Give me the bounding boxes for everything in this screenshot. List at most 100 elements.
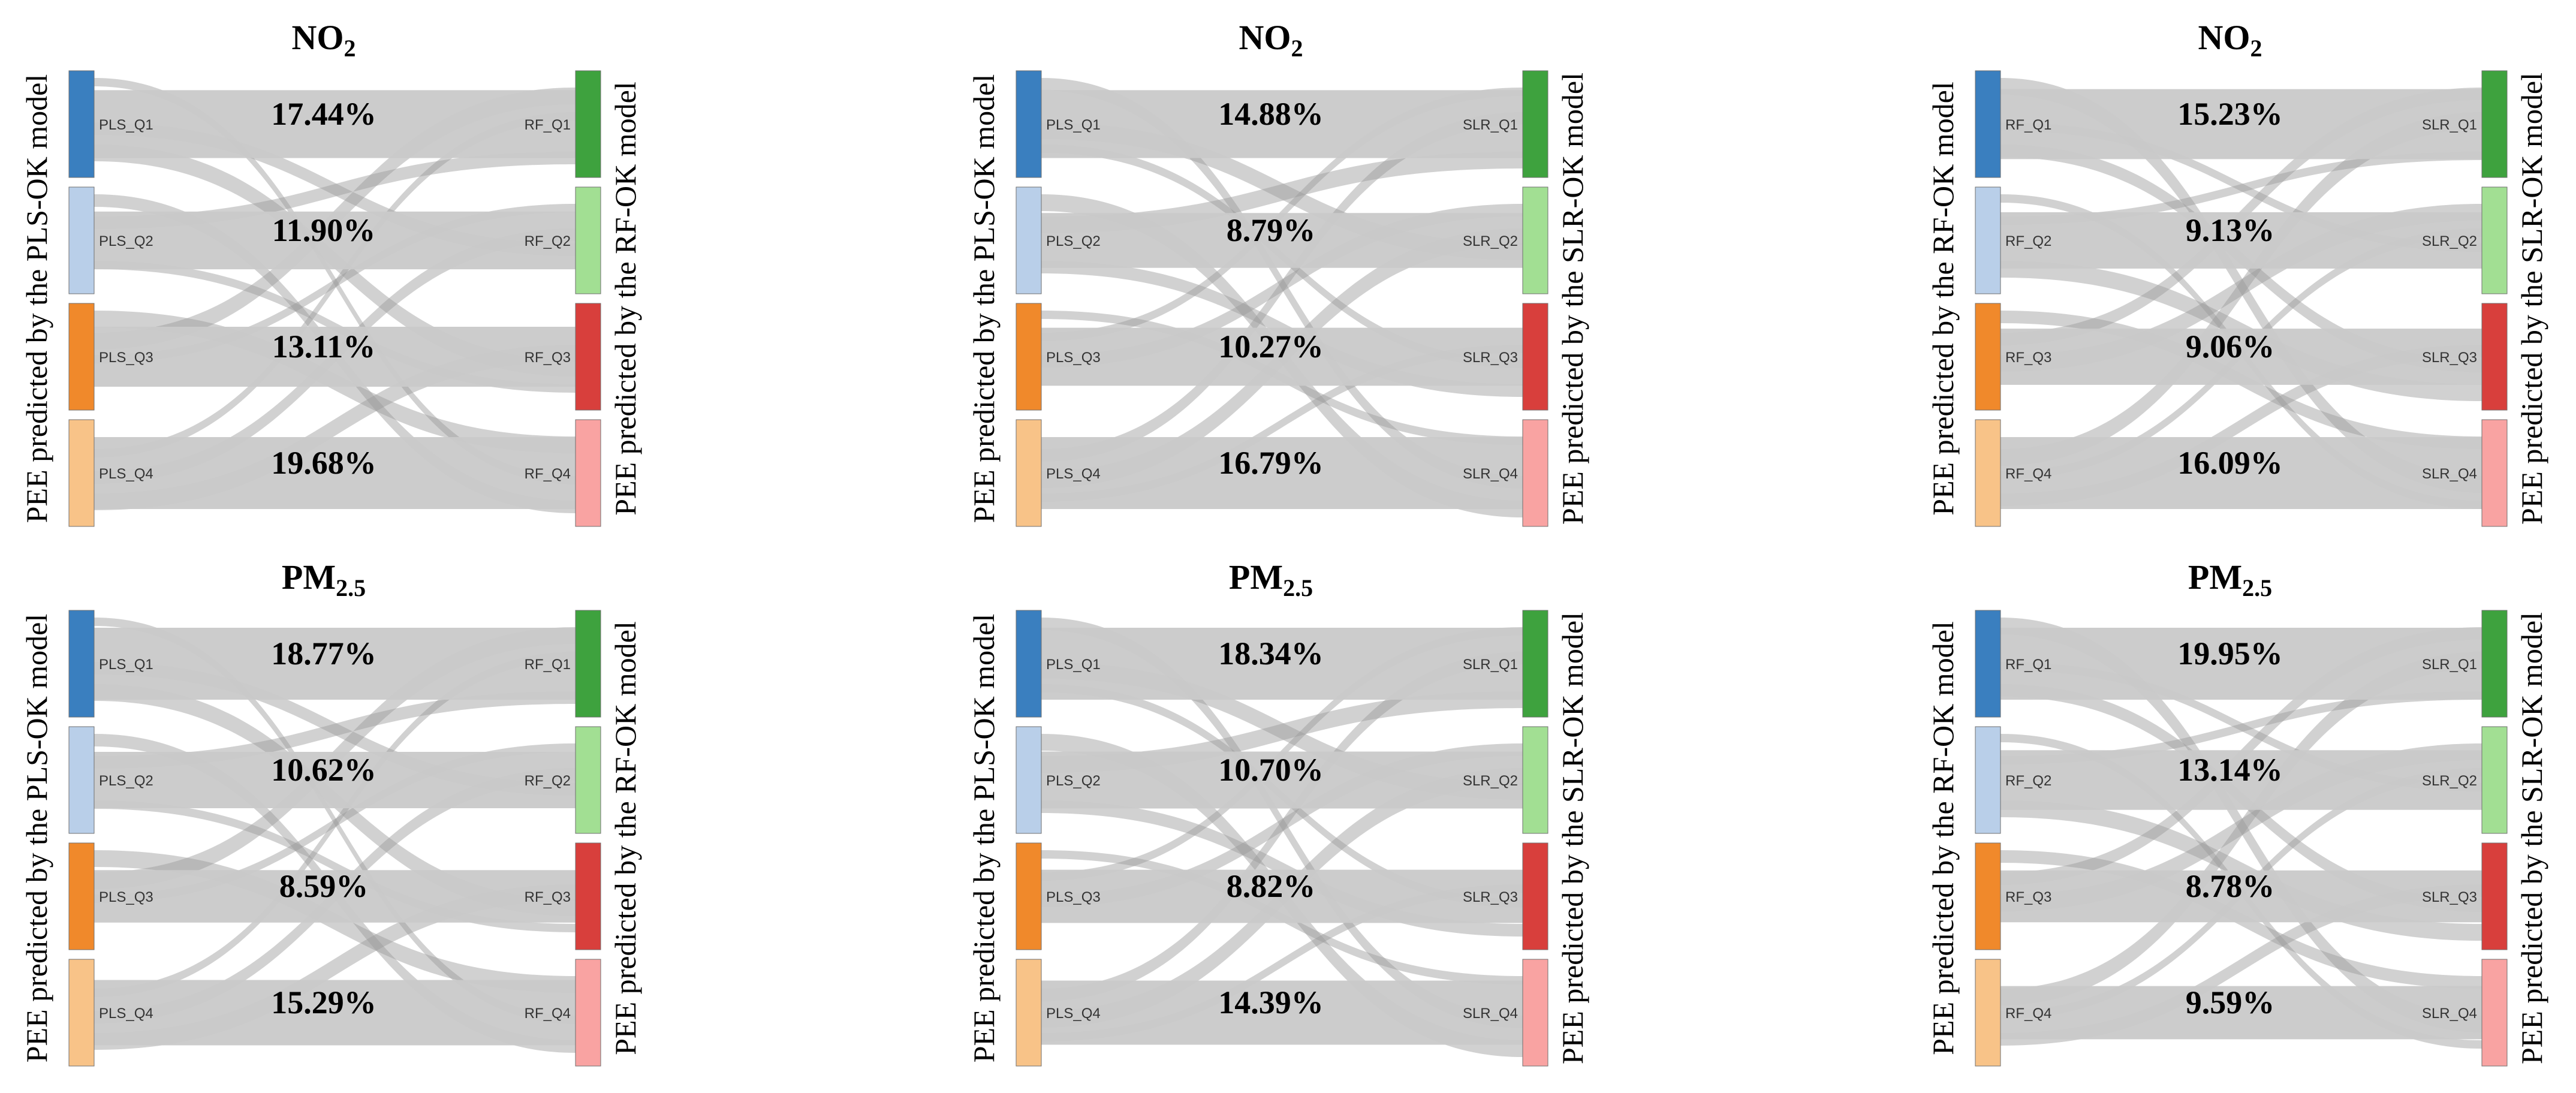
- right-node: [575, 726, 601, 834]
- left-axis-label: PEE predicted by the PLS-OK model: [20, 74, 53, 523]
- flow-link-same-quartile: [94, 327, 576, 387]
- same-quartile-percentage: 13.11%: [272, 329, 376, 365]
- right-node-label: RF_Q4: [525, 1005, 571, 1022]
- right-node: [575, 959, 601, 1067]
- flow-link-cross: [94, 652, 576, 997]
- right-node: [575, 303, 601, 411]
- left-axis-label: PEE predicted by the PLS-OK model: [20, 614, 53, 1063]
- flow-link-same-quartile: [2000, 628, 2482, 700]
- panel-title: NO2: [1239, 18, 1303, 62]
- left-node: [68, 419, 95, 527]
- flow-link-cross: [2000, 78, 2482, 493]
- left-node-label: RF_Q3: [2005, 350, 2051, 366]
- same-quartile-percentage: 8.82%: [1227, 868, 1316, 904]
- right-node-label: RF_Q1: [525, 117, 571, 133]
- left-node: [1975, 70, 2001, 178]
- left-node-label: RF_Q1: [2005, 117, 2051, 133]
- flow-link-same-quartile: [1041, 628, 1523, 700]
- right-node: [1522, 610, 1548, 718]
- left-axis-label: PEE predicted by the RF-OK model: [1926, 621, 1960, 1055]
- left-node-label: RF_Q4: [2005, 466, 2051, 482]
- flow-links: [1041, 618, 1523, 1057]
- left-node: [1016, 70, 1042, 178]
- sankey-svg: PM2.5 PEE predicted by the RF-OK model PEE…: [1926, 558, 2548, 1067]
- left-node-label: PLS_Q3: [99, 350, 153, 366]
- left-node-label: PLS_Q1: [99, 117, 153, 133]
- right-axis-label: PEE predicted by the RF-OK model: [608, 82, 642, 516]
- left-node: [1016, 842, 1042, 950]
- same-quartile-percentage: 13.14%: [2177, 752, 2283, 788]
- left-node: [68, 959, 95, 1067]
- panel-title-main: PM: [2188, 558, 2242, 597]
- flow-link-cross: [2000, 112, 2482, 466]
- same-quartile-percentage: 8.79%: [1227, 212, 1316, 248]
- left-node-label: RF_Q2: [2005, 233, 2051, 249]
- same-quartile-percentage: 14.88%: [1218, 96, 1324, 132]
- panel-title-subscript: 2.5: [1283, 574, 1313, 601]
- left-node-label: PLS_Q2: [1046, 773, 1101, 789]
- same-quartile-percentage: 15.23%: [2177, 96, 2283, 132]
- flow-link-same-quartile: [1041, 213, 1523, 268]
- right-node-label: SLR_Q3: [2422, 350, 2477, 366]
- right-node-label: RF_Q2: [525, 233, 571, 249]
- panel-title-subscript: 2.5: [336, 574, 366, 601]
- flow-link-cross: [94, 78, 576, 484]
- panel-title: NO2: [292, 18, 356, 62]
- right-node: [2481, 726, 2508, 834]
- flow-link-same-quartile: [1041, 869, 1523, 923]
- flow-link-same-quartile: [94, 211, 576, 270]
- flow-links: [2000, 618, 2482, 1049]
- flow-link-cross: [1041, 122, 1523, 260]
- flow-link-same-quartile: [94, 870, 576, 923]
- flow-link-cross: [94, 800, 576, 932]
- panel-title-subscript: 2: [2250, 35, 2262, 62]
- right-node: [1522, 186, 1548, 294]
- flow-link-cross: [1041, 618, 1523, 1028]
- sankey-panel-3: NO2 PEE predicted by the RF-OK model PEE p…: [1918, 0, 2576, 527]
- left-node-label: PLS_Q4: [99, 466, 153, 482]
- flow-link-cross: [1041, 78, 1523, 489]
- flow-link-cross: [2000, 345, 2482, 506]
- left-axis-label: PEE predicted by the PLS-OK model: [967, 614, 1001, 1063]
- flow-link-same-quartile: [2000, 437, 2482, 509]
- flow-link-same-quartile: [1041, 90, 1523, 158]
- panel-title: NO2: [2198, 18, 2262, 62]
- flow-link-cross: [2000, 122, 2482, 252]
- flow-link-cross: [94, 261, 576, 393]
- left-node-label: PLS_Q1: [1046, 657, 1101, 673]
- left-node: [1016, 186, 1042, 294]
- left-node-label: PLS_Q3: [1046, 889, 1101, 905]
- flow-link-cross: [2000, 884, 2482, 1046]
- panel-title-subscript: 2: [1291, 35, 1303, 62]
- right-node-label: RF_Q3: [525, 350, 571, 366]
- panel-title: PM2.5: [282, 558, 366, 601]
- flow-link-cross: [1041, 204, 1523, 368]
- same-quartile-percentage: 17.44%: [271, 96, 376, 132]
- flow-link-cross: [1041, 112, 1523, 462]
- left-node: [68, 610, 95, 718]
- left-node-label: RF_Q4: [2005, 1005, 2051, 1022]
- flow-link-same-quartile: [2000, 750, 2482, 810]
- right-node: [2481, 842, 2508, 950]
- same-quartile-percentage: 15.29%: [271, 984, 376, 1020]
- right-node: [575, 419, 601, 527]
- right-node-label: SLR_Q4: [1463, 1005, 1518, 1022]
- left-node-label: PLS_Q1: [1046, 117, 1101, 133]
- right-node: [575, 842, 601, 950]
- sankey-panel-4: PM2.5 PEE predicted by the PLS-OK model PE…: [12, 540, 695, 1067]
- left-node: [1016, 959, 1042, 1067]
- right-node-label: SLR_Q3: [1463, 350, 1518, 366]
- right-node-label: SLR_Q1: [1463, 657, 1518, 673]
- right-node: [2481, 303, 2508, 411]
- same-quartile-percentage: 10.70%: [1218, 752, 1324, 788]
- right-node: [2481, 70, 2508, 178]
- right-node: [1522, 959, 1548, 1067]
- same-quartile-percentage: 16.79%: [1218, 445, 1324, 481]
- flow-link-same-quartile: [2000, 986, 2482, 1040]
- left-node-label: PLS_Q3: [1046, 350, 1101, 366]
- same-quartile-percentage: 9.59%: [2186, 984, 2275, 1020]
- flow-link-cross: [2000, 743, 2482, 911]
- flow-link-cross: [1041, 800, 1523, 937]
- right-axis-label: PEE predicted by the SLR-OK model: [2515, 612, 2548, 1064]
